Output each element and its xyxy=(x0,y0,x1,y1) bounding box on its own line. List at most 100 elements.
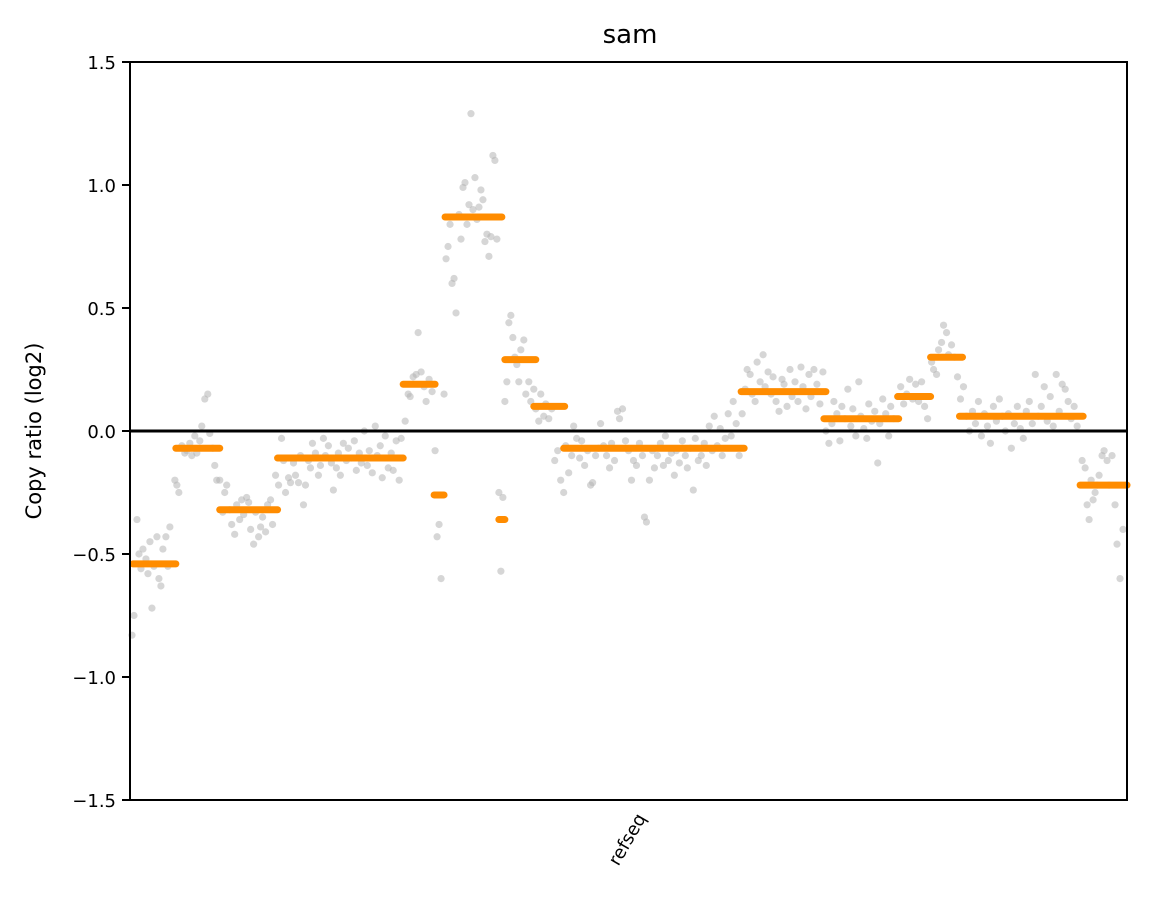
data-point xyxy=(198,422,206,430)
data-point xyxy=(1049,422,1057,430)
data-point xyxy=(797,363,805,371)
data-point xyxy=(855,378,863,386)
data-point xyxy=(1052,370,1060,379)
data-point xyxy=(724,410,732,418)
data-point xyxy=(157,582,165,590)
data-point xyxy=(897,383,905,391)
data-point xyxy=(912,380,920,388)
data-point xyxy=(395,476,403,484)
data-point xyxy=(596,420,605,428)
y-tick-label: −1.5 xyxy=(72,791,116,812)
data-point xyxy=(1010,420,1018,428)
data-point xyxy=(274,481,283,489)
data-point xyxy=(836,437,844,445)
data-point xyxy=(1037,402,1045,410)
data-point xyxy=(794,397,802,406)
data-point xyxy=(363,461,371,470)
data-point xyxy=(444,242,452,251)
data-point xyxy=(153,533,161,541)
data-point xyxy=(314,471,323,479)
data-point xyxy=(228,520,236,529)
data-point xyxy=(537,390,545,398)
data-point xyxy=(615,415,624,423)
data-point xyxy=(339,439,347,447)
data-point xyxy=(401,417,409,425)
data-point xyxy=(428,388,436,396)
data-point xyxy=(802,405,810,413)
data-point xyxy=(431,447,439,455)
data-point xyxy=(576,454,584,462)
data-point xyxy=(211,461,219,470)
data-point xyxy=(900,400,908,408)
data-point xyxy=(863,434,871,442)
data-point xyxy=(554,447,562,455)
data-point xyxy=(479,196,487,204)
data-point xyxy=(816,400,824,408)
data-point xyxy=(236,515,244,524)
data-point xyxy=(493,235,501,243)
y-axis-label: Copy ratio (log2) xyxy=(22,343,46,520)
data-point xyxy=(324,442,333,450)
data-point xyxy=(336,471,344,479)
data-point xyxy=(705,422,713,430)
data-point xyxy=(1078,456,1086,465)
data-point xyxy=(557,476,565,484)
data-point xyxy=(515,378,523,386)
data-point xyxy=(939,321,948,329)
data-point xyxy=(133,515,141,524)
data-point xyxy=(683,464,691,472)
data-point xyxy=(942,329,951,337)
data-point xyxy=(525,378,533,386)
data-point xyxy=(306,464,315,472)
data-point xyxy=(277,434,286,442)
data-point xyxy=(710,412,718,420)
data-point xyxy=(670,471,678,479)
data-point xyxy=(1040,383,1048,391)
data-point xyxy=(1108,452,1116,460)
data-point xyxy=(497,567,505,575)
data-point xyxy=(1013,402,1021,410)
data-point xyxy=(397,434,405,442)
data-point xyxy=(1113,540,1121,548)
data-point xyxy=(989,402,998,410)
data-point xyxy=(627,476,636,484)
data-point xyxy=(159,545,167,553)
data-point xyxy=(1083,501,1091,509)
data-point xyxy=(645,476,654,484)
data-point xyxy=(344,444,352,452)
data-point xyxy=(729,397,737,406)
data-point xyxy=(173,481,181,489)
data-point xyxy=(844,385,852,393)
data-point xyxy=(501,397,509,406)
data-point xyxy=(452,309,460,317)
data-point xyxy=(1091,488,1099,497)
data-point xyxy=(442,255,450,263)
data-point xyxy=(1061,385,1069,393)
data-point xyxy=(146,538,154,546)
data-point xyxy=(772,397,780,406)
data-point xyxy=(221,488,229,497)
data-point xyxy=(718,452,726,460)
data-point xyxy=(874,459,882,467)
data-point xyxy=(530,385,538,393)
data-point xyxy=(578,437,586,445)
data-point xyxy=(301,481,310,489)
data-point xyxy=(294,479,303,487)
data-point xyxy=(953,373,962,381)
data-point xyxy=(591,452,600,460)
data-point xyxy=(689,486,697,494)
data-point xyxy=(250,540,258,548)
data-point xyxy=(139,545,147,553)
data-point xyxy=(1025,397,1033,406)
data-point xyxy=(1089,496,1097,504)
data-point xyxy=(505,319,513,327)
data-point xyxy=(885,432,893,440)
data-point xyxy=(378,474,386,482)
data-point xyxy=(216,476,224,484)
y-tick-label: −0.5 xyxy=(72,545,116,566)
data-point xyxy=(659,461,667,470)
data-point xyxy=(813,380,821,388)
data-point xyxy=(780,380,788,388)
data-point xyxy=(681,452,689,460)
